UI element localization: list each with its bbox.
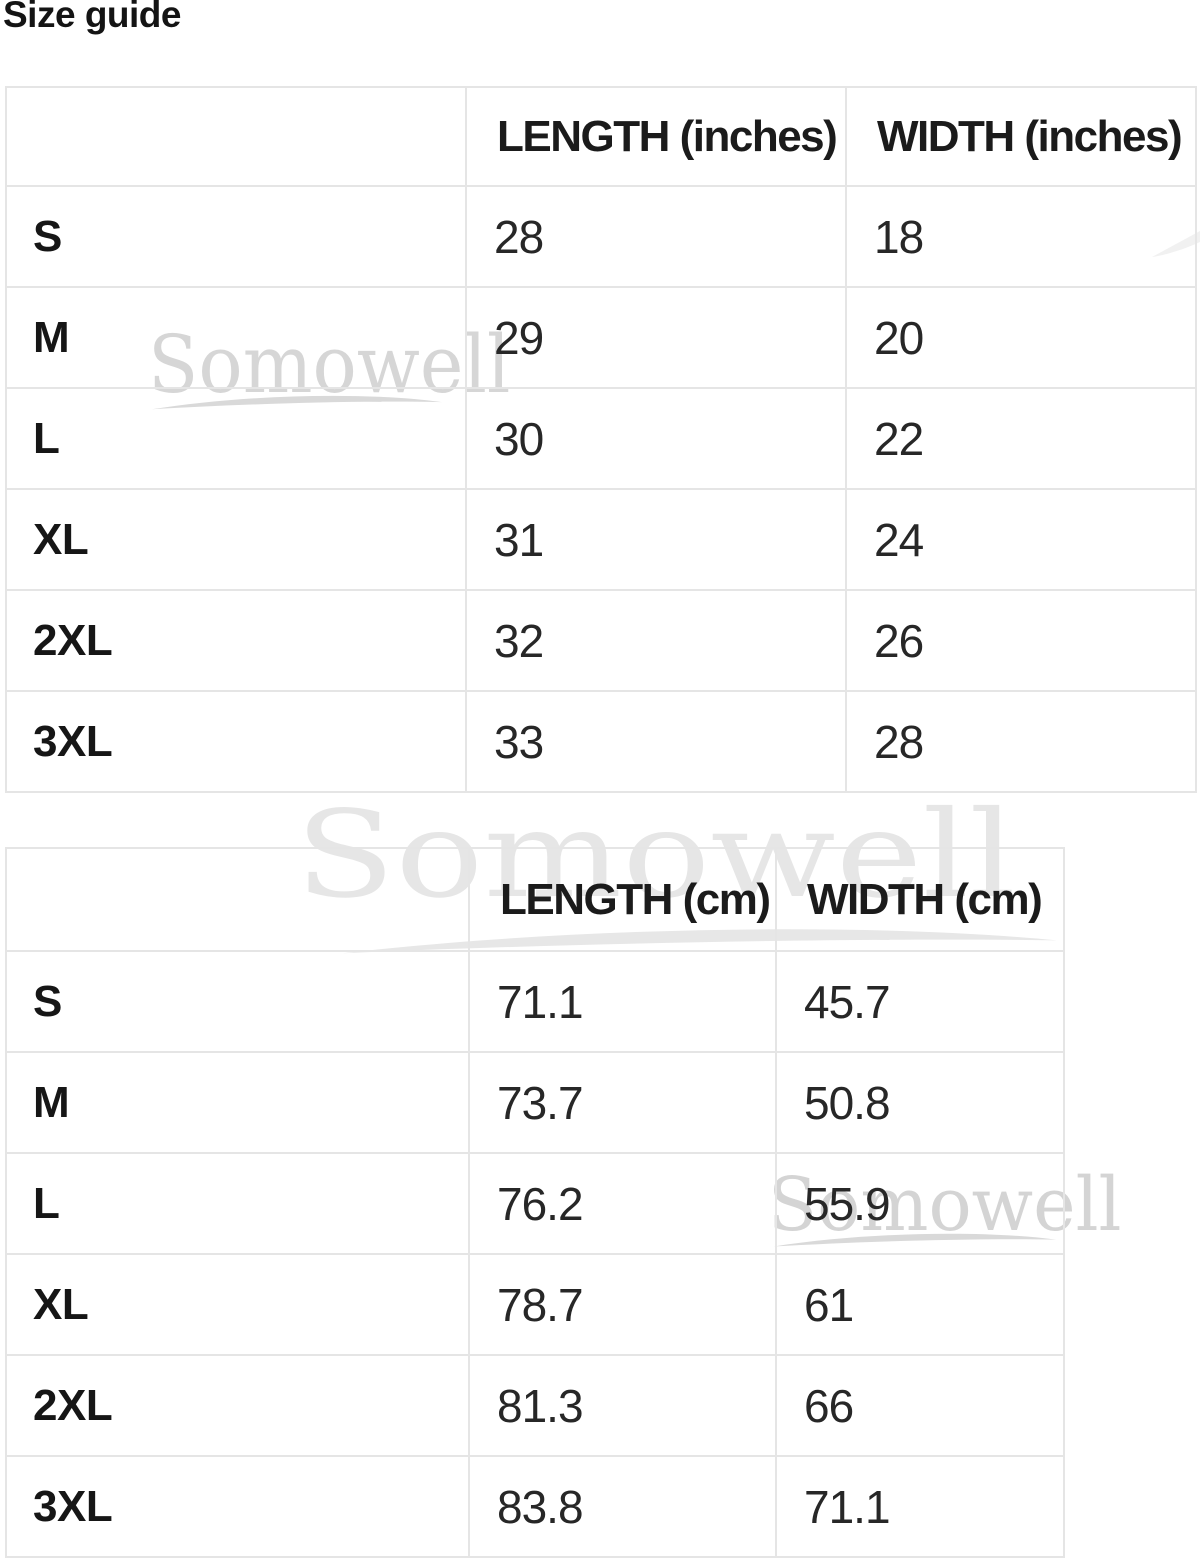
size-label-cell: L (5, 1152, 470, 1255)
length-value-cell: 31 (465, 488, 847, 591)
size-label-cell: M (5, 286, 467, 389)
table-header-row: LENGTH (inches) WIDTH (inches) (5, 86, 1197, 187)
length-value-cell: 32 (465, 589, 847, 692)
column-header-width: WIDTH (cm) (775, 847, 1065, 952)
size-table-cm: LENGTH (cm) WIDTH (cm) S 71.1 45.7 M 73.… (5, 847, 1065, 1558)
page-title: Size guide (3, 0, 181, 35)
width-value-cell: 61 (775, 1253, 1065, 1356)
width-value-cell: 71.1 (775, 1455, 1065, 1558)
length-value-cell: 76.2 (468, 1152, 777, 1255)
length-value-cell: 30 (465, 387, 847, 490)
table-row: S 71.1 45.7 (5, 950, 1065, 1053)
size-label-cell: 3XL (5, 1455, 470, 1558)
table-row: S 28 18 (5, 185, 1197, 288)
size-label-cell: 3XL (5, 690, 467, 793)
table-row: XL 31 24 (5, 488, 1197, 591)
length-value-cell: 83.8 (468, 1455, 777, 1558)
width-value-cell: 55.9 (775, 1152, 1065, 1255)
table-row: L 30 22 (5, 387, 1197, 490)
table-row: 2XL 32 26 (5, 589, 1197, 692)
size-label-cell: XL (5, 488, 467, 591)
column-header-blank (5, 847, 470, 952)
width-value-cell: 20 (845, 286, 1197, 389)
table-row: M 73.7 50.8 (5, 1051, 1065, 1154)
length-value-cell: 78.7 (468, 1253, 777, 1356)
table-row: M 29 20 (5, 286, 1197, 389)
width-value-cell: 22 (845, 387, 1197, 490)
table-row: XL 78.7 61 (5, 1253, 1065, 1356)
length-value-cell: 81.3 (468, 1354, 777, 1457)
table-row: L 76.2 55.9 (5, 1152, 1065, 1255)
width-value-cell: 18 (845, 185, 1197, 288)
length-value-cell: 28 (465, 185, 847, 288)
width-value-cell: 28 (845, 690, 1197, 793)
column-header-blank (5, 86, 467, 187)
table-row: 2XL 81.3 66 (5, 1354, 1065, 1457)
size-label-cell: 2XL (5, 1354, 470, 1457)
table-header-row: LENGTH (cm) WIDTH (cm) (5, 847, 1065, 952)
width-value-cell: 66 (775, 1354, 1065, 1457)
length-value-cell: 29 (465, 286, 847, 389)
width-value-cell: 24 (845, 488, 1197, 591)
column-header-length: LENGTH (inches) (465, 86, 847, 187)
size-label-cell: S (5, 185, 467, 288)
table-row: 3XL 83.8 71.1 (5, 1455, 1065, 1558)
size-label-cell: L (5, 387, 467, 490)
size-label-cell: M (5, 1051, 470, 1154)
size-label-cell: XL (5, 1253, 470, 1356)
width-value-cell: 26 (845, 589, 1197, 692)
width-value-cell: 45.7 (775, 950, 1065, 1053)
size-table-inches: LENGTH (inches) WIDTH (inches) S 28 18 M… (5, 86, 1197, 793)
size-label-cell: 2XL (5, 589, 467, 692)
size-label-cell: S (5, 950, 470, 1053)
column-header-length: LENGTH (cm) (468, 847, 777, 952)
table-row: 3XL 33 28 (5, 690, 1197, 793)
column-header-width: WIDTH (inches) (845, 86, 1197, 187)
length-value-cell: 73.7 (468, 1051, 777, 1154)
length-value-cell: 33 (465, 690, 847, 793)
width-value-cell: 50.8 (775, 1051, 1065, 1154)
length-value-cell: 71.1 (468, 950, 777, 1053)
